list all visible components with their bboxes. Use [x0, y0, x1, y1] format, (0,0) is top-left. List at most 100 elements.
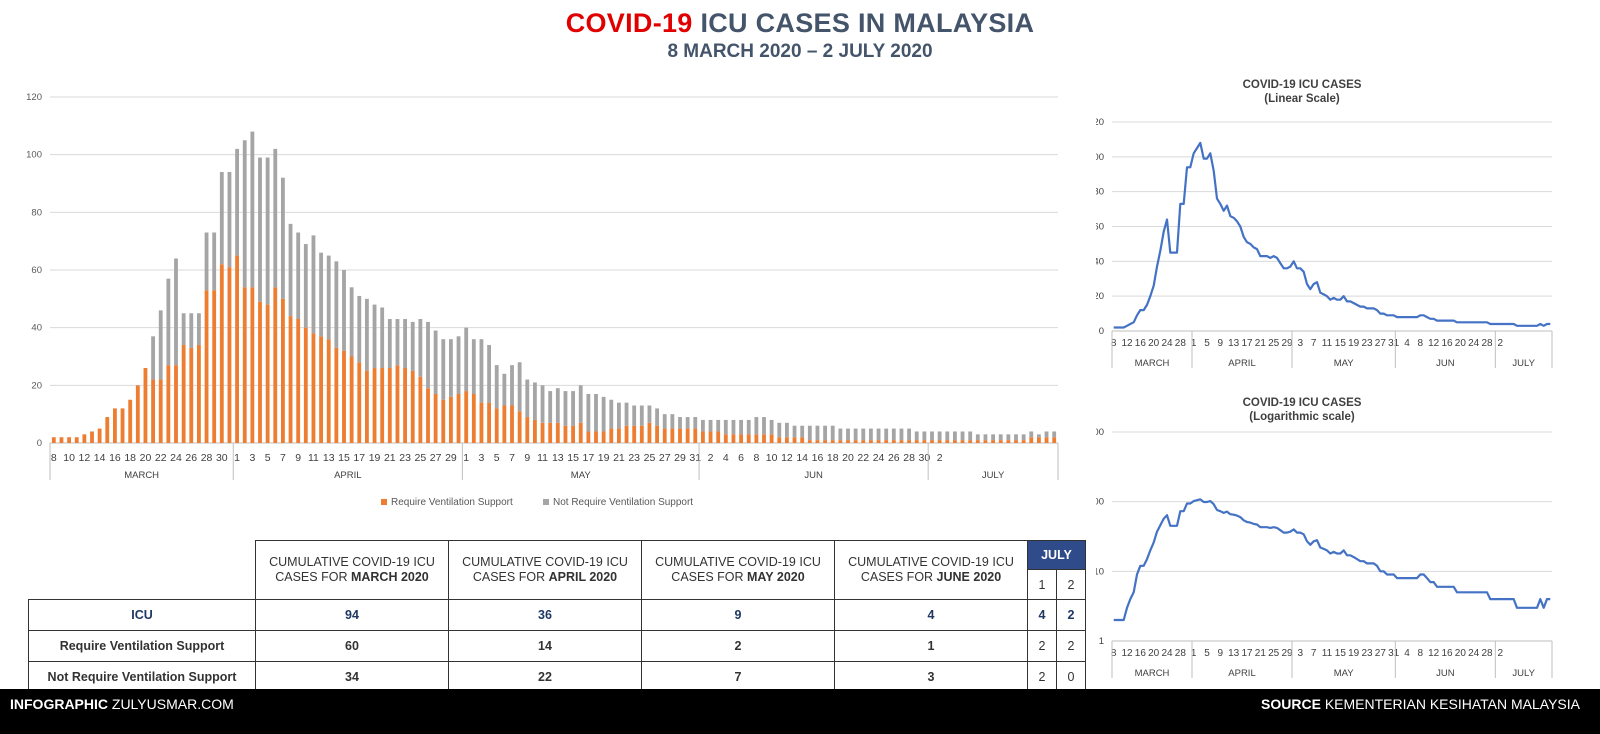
ventilation-bar	[869, 440, 873, 443]
infographic-title: COVID-19 ICU CASES IN MALAYSIA 8 MARCH 2…	[0, 8, 1600, 63]
ventilation-bar	[609, 428, 614, 443]
non-ventilation-bar	[601, 396, 606, 432]
ventilation-bar	[647, 422, 652, 443]
x-tick-label: 24	[1468, 648, 1480, 659]
y-tick-label: 80	[31, 207, 42, 218]
x-tick-label: 4	[723, 452, 729, 464]
x-tick-label: 31	[1388, 648, 1400, 659]
x-tick-label: 2	[937, 452, 943, 464]
month-label: MAY	[571, 470, 592, 481]
ventilation-bar	[151, 379, 155, 443]
non-ventilation-bar	[517, 362, 522, 412]
x-tick-label: 16	[1135, 648, 1147, 659]
x-tick-label: 24	[1161, 338, 1173, 349]
x-tick-label: 22	[155, 452, 167, 464]
non-ventilation-bar	[785, 422, 789, 438]
non-ventilation-bar	[212, 232, 217, 291]
non-ventilation-bar	[449, 339, 453, 397]
footer-bar: INFOGRAPHIC ZULYUSMAR.COM SOURCE KEMENTE…	[0, 689, 1600, 734]
non-ventilation-bar	[838, 428, 843, 441]
month-label: MARCH	[1135, 358, 1170, 369]
non-ventilation-bar	[853, 428, 858, 441]
non-ventilation-bar	[1021, 434, 1026, 441]
ventilation-bar	[105, 417, 110, 443]
non-ventilation-bar	[204, 232, 209, 291]
ventilation-bar	[204, 290, 209, 443]
x-tick-label: 16	[109, 452, 121, 464]
x-tick-label: 1	[463, 452, 469, 464]
y-tick-label: 10	[1096, 566, 1104, 577]
non-ventilation-bar	[288, 223, 293, 317]
month-label: JUN	[1436, 668, 1455, 679]
table-header-april: CUMULATIVE COVID-19 ICU CASES FOR APRIL …	[448, 540, 642, 600]
x-tick-label: 5	[494, 452, 500, 464]
non-ventilation-bar	[357, 295, 362, 363]
non-ventilation-bar	[609, 399, 614, 429]
ventilation-bar	[158, 379, 163, 443]
x-tick-label: 20	[1148, 648, 1160, 659]
ventilation-bar	[128, 399, 133, 443]
x-tick-label: 28	[1481, 338, 1493, 349]
x-tick-label: 14	[94, 452, 106, 464]
non-ventilation-bar	[365, 298, 369, 371]
x-tick-label: 13	[1228, 648, 1240, 659]
x-tick-label: 2	[1498, 338, 1504, 349]
non-ventilation-bar	[151, 336, 155, 380]
ventilation-bar	[639, 425, 644, 443]
non-ventilation-bar	[219, 171, 224, 265]
non-ventilation-bar	[617, 402, 621, 429]
non-ventilation-bar	[433, 330, 438, 394]
x-tick-label: 14	[796, 452, 808, 464]
non-ventilation-bar	[846, 428, 850, 441]
ventilation-bar	[586, 431, 591, 443]
x-tick-label: 23	[399, 452, 411, 464]
ventilation-bar	[815, 440, 820, 443]
month-label: JULY	[1512, 358, 1535, 369]
x-tick-label: 5	[1204, 338, 1210, 349]
non-ventilation-bar	[349, 287, 354, 357]
ventilation-bar	[487, 402, 491, 443]
table-cell: 2	[1027, 661, 1057, 693]
x-tick-label: 12	[79, 452, 91, 464]
x-tick-label: 7	[280, 452, 286, 464]
ventilation-bar	[197, 344, 201, 443]
ventilation-bar	[670, 428, 675, 443]
x-tick-label: 6	[738, 452, 744, 464]
y-tick-label: 100	[26, 150, 42, 161]
log-line-chart: COVID-19 ICU CASES (Logarithmic scale) 1 10…	[1096, 397, 1553, 679]
table-cell: 1	[834, 630, 1028, 662]
table-cell: 0	[1056, 661, 1086, 693]
ventilation-bar	[1029, 437, 1034, 443]
non-ventilation-bar	[311, 235, 316, 334]
table-cell: 2	[1056, 630, 1086, 662]
y-tick-label: 60	[31, 265, 42, 276]
x-tick-label: 27	[430, 452, 442, 464]
x-tick-label: 24	[170, 452, 182, 464]
july-day-1: 1	[1027, 569, 1057, 600]
non-ventilation-bar	[639, 405, 644, 426]
ventilation-bar	[617, 428, 621, 443]
non-ventilation-bar	[372, 304, 377, 369]
ventilation-bar	[395, 365, 400, 443]
table-corner	[29, 541, 256, 600]
x-tick-label: 25	[644, 452, 656, 464]
ventilation-bar	[303, 327, 308, 443]
x-tick-label: 28	[1175, 648, 1187, 659]
ventilation-bar	[655, 425, 659, 443]
ventilation-bar	[74, 437, 79, 443]
y-tick-label: 100	[1096, 152, 1104, 163]
y-tick-label: 60	[1096, 222, 1104, 233]
ventilation-bar	[135, 385, 140, 443]
non-ventilation-bar	[540, 385, 545, 423]
x-tick-label: 8	[1418, 338, 1424, 349]
month-label: JUN	[804, 470, 823, 481]
non-ventilation-bar	[1037, 434, 1041, 438]
ventilation-bar	[212, 290, 217, 443]
x-tick-label: 11	[537, 452, 548, 464]
non-ventilation-bar	[754, 417, 759, 435]
ventilation-bar	[456, 393, 461, 443]
table-cell: 9	[641, 599, 835, 631]
table-cell: 14	[448, 630, 642, 662]
y-tick-label: 120	[1096, 117, 1104, 128]
non-ventilation-bar	[678, 417, 682, 429]
